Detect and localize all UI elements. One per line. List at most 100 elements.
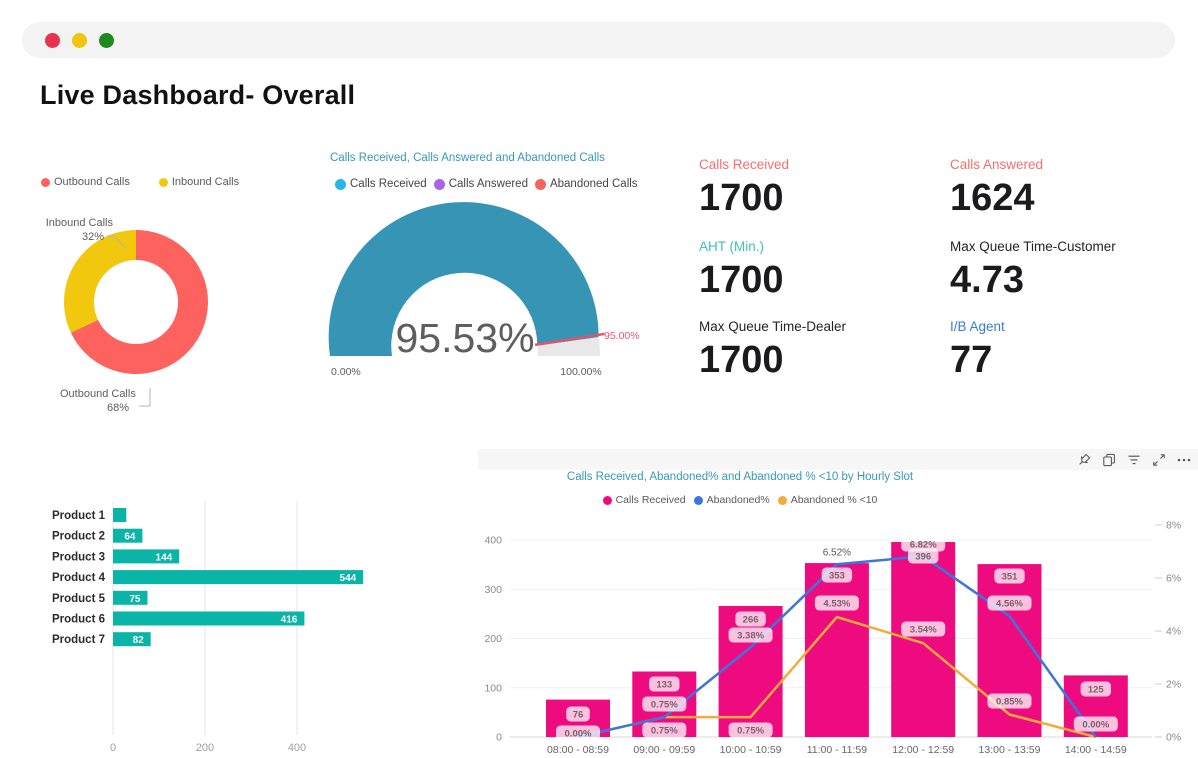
- kpi-card-aht-min[interactable]: AHT (Min.) 1700: [699, 238, 784, 300]
- kpi-card-i-b-agent[interactable]: I/B Agent 77: [950, 318, 1005, 380]
- pin-icon[interactable]: [1076, 452, 1092, 468]
- legend-label: Abandoned % <10: [790, 494, 878, 506]
- product-bar-7[interactable]: [113, 632, 151, 647]
- hourly-chart-legend: Calls Received Abandoned% Abandoned % <10: [478, 494, 1002, 506]
- y-left-tick-label: 0: [496, 732, 502, 744]
- hourly-data-label: 353: [829, 571, 845, 582]
- legend-dot-icon: [534, 178, 546, 190]
- hourly-bar-4[interactable]: [804, 563, 869, 737]
- legend-item-outbound-calls[interactable]: Outbound Calls: [41, 176, 130, 188]
- product-bar-value: 144: [156, 552, 173, 563]
- hourly-line-abandoned[interactable]: [577, 555, 1097, 739]
- product-bar-2[interactable]: [113, 528, 143, 543]
- hourly-label-badge: [821, 567, 853, 583]
- hourly-x-label: 10:00 - 10:59: [720, 744, 782, 756]
- legend-dot-icon: [777, 495, 787, 505]
- product-category-label: Product 1: [52, 510, 106, 522]
- product-bar-value: 82: [133, 635, 145, 646]
- product-bar-5[interactable]: [113, 590, 148, 605]
- legend-dot-icon: [433, 178, 445, 190]
- product-category-label: Product 6: [52, 614, 105, 626]
- legend-item-calls-received[interactable]: Calls Received: [602, 494, 686, 506]
- legend-label: Calls Answered: [448, 178, 528, 190]
- focus-mode-icon[interactable]: [1151, 452, 1167, 468]
- donut-callout-label: 68%: [107, 402, 129, 414]
- hourly-label-badge: [642, 722, 687, 738]
- window-titlebar: [22, 22, 1175, 58]
- hourly-data-label: 4.56%: [996, 599, 1023, 610]
- hourly-x-label: 09:00 - 09:59: [633, 744, 695, 756]
- donut-slice-inbound-calls[interactable]: [63, 230, 136, 333]
- hourly-data-label: 76: [573, 710, 584, 721]
- kpi-label: AHT (Min.): [699, 239, 765, 254]
- product-bar-1[interactable]: [113, 508, 127, 522]
- donut-legend: Outbound Calls Inbound Calls: [41, 176, 239, 188]
- hourly-data-label: 0.85%: [996, 697, 1023, 708]
- legend-item-abandoned[interactable]: Abandoned%: [693, 494, 770, 506]
- more-options-icon[interactable]: [1176, 452, 1192, 468]
- gauge-title: Calls Received, Calls Answered and Aband…: [330, 152, 605, 164]
- hourly-data-label: 351: [1002, 572, 1019, 583]
- hourly-label-badge: [994, 568, 1025, 584]
- hourly-label-badge: [1073, 716, 1118, 732]
- gauge-fill: [328, 202, 599, 356]
- legend-item-abandoned-calls[interactable]: Abandoned Calls: [534, 178, 638, 190]
- legend-dot-icon: [158, 177, 168, 187]
- gauge-max-label: 100.00%: [560, 366, 601, 378]
- kpi-card-max-queue-time-dealer[interactable]: Max Queue Time-Dealer 1700: [699, 318, 846, 380]
- hourly-label-badge: [987, 693, 1032, 709]
- hourly-label-badge: [556, 725, 600, 741]
- kpi-value: 1700: [699, 177, 784, 219]
- kpi-card-calls-answered[interactable]: Calls Answered 1624: [950, 156, 1043, 218]
- legend-item-abandoned-10[interactable]: Abandoned % <10: [777, 494, 878, 506]
- legend-item-calls-received[interactable]: Calls Received: [335, 178, 427, 190]
- donut-callout-label: Inbound Calls: [46, 217, 114, 229]
- donut-leader-line: [107, 235, 127, 249]
- donut-leader-line: [139, 388, 151, 407]
- hourly-data-label: 0.75%: [651, 700, 678, 711]
- hourly-data-label: 0.75%: [737, 726, 764, 737]
- y-right-tick-label: 4%: [1166, 626, 1181, 638]
- hourly-data-label: 3.54%: [910, 625, 937, 636]
- hourly-x-label: 08:00 - 08:59: [547, 744, 609, 756]
- product-category-label: Product 2: [52, 531, 105, 543]
- hourly-data-label: 266: [743, 615, 759, 626]
- hourly-label-badge: [566, 706, 590, 722]
- hourly-x-label: 13:00 - 13:59: [979, 744, 1041, 756]
- y-right-tick-label: 2%: [1166, 679, 1181, 691]
- hourly-label-badge: [901, 621, 946, 637]
- kpi-card-max-queue-time-customer[interactable]: Max Queue Time-Customer 4.73: [950, 238, 1116, 300]
- hourly-data-label: 125: [1088, 685, 1105, 696]
- page-title: Live Dashboard- Overall: [40, 80, 356, 110]
- kpi-label: Calls Answered: [950, 157, 1044, 172]
- window-close-button[interactable]: [45, 32, 60, 48]
- legend-item-calls-answered[interactable]: Calls Answered: [433, 178, 528, 190]
- filter-icon[interactable]: [1126, 452, 1142, 468]
- kpi-card-calls-received[interactable]: Calls Received 1700: [699, 156, 789, 218]
- hourly-bar-6[interactable]: [977, 564, 1042, 737]
- call-type-donut-chart: Inbound Calls 32% Outbound Calls 68%: [46, 217, 208, 414]
- hourly-data-label: 133: [656, 680, 672, 691]
- x-axis-tick-label: 200: [196, 742, 214, 754]
- legend-item-inbound-calls[interactable]: Inbound Calls: [158, 176, 239, 188]
- donut-slice-outbound-calls[interactable]: [70, 230, 208, 374]
- copy-icon[interactable]: [1101, 452, 1117, 468]
- hourly-data-label: 6.52%: [823, 548, 851, 559]
- donut-callout-label: 32%: [82, 231, 104, 243]
- gauge-target-line: [534, 332, 605, 347]
- window-minimize-button[interactable]: [72, 32, 87, 48]
- hourly-data-label: 0.75%: [651, 726, 678, 737]
- product-bar-6[interactable]: [113, 611, 305, 626]
- product-bar-4[interactable]: [113, 570, 364, 585]
- product-bar-3[interactable]: [113, 549, 180, 564]
- y-left-tick-label: 100: [484, 682, 502, 694]
- window-zoom-button[interactable]: [99, 32, 114, 48]
- product-bar-chart: 0 200 400 Product 1 Product 2 64 Product 3 144 P…: [52, 501, 364, 754]
- legend-label: Abandoned Calls: [549, 178, 638, 190]
- legend-dot-icon: [41, 177, 50, 187]
- kpi-value: 1700: [699, 339, 784, 381]
- hourly-bar-5[interactable]: [891, 542, 956, 737]
- hourly-label-badge: [642, 696, 687, 712]
- hourly-label-badge: [1080, 681, 1111, 697]
- hourly-label-badge: [814, 595, 859, 611]
